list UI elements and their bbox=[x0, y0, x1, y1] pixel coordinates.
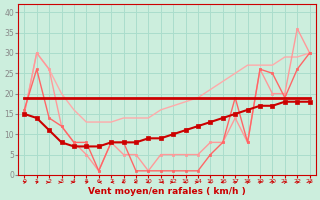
X-axis label: Vent moyen/en rafales ( km/h ): Vent moyen/en rafales ( km/h ) bbox=[88, 187, 246, 196]
